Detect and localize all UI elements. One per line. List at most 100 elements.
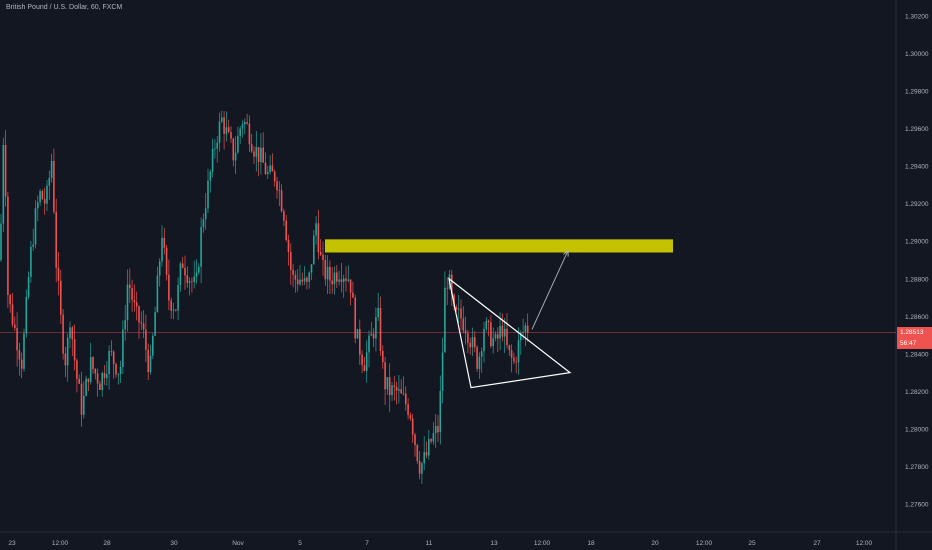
candle-body: [211, 148, 214, 172]
candle-body: [428, 439, 430, 456]
candle-body: [480, 351, 483, 357]
candle-body: [386, 377, 389, 390]
candle-body: [439, 390, 442, 433]
candle-body: [517, 340, 520, 363]
candle-body: [313, 235, 315, 265]
candle-body: [83, 395, 85, 415]
candle-body: [232, 138, 235, 161]
candle-body: [186, 275, 189, 284]
candle-body: [336, 272, 338, 282]
candle-body: [418, 461, 421, 474]
candle-body: [464, 330, 467, 334]
candle-body: [269, 165, 271, 173]
candle-body: [80, 383, 83, 415]
candle-body: [110, 351, 113, 352]
candle-body: [407, 404, 409, 416]
candle-body: [356, 329, 359, 339]
candle-body: [85, 378, 87, 396]
candle-body: [250, 144, 253, 152]
candle-body: [64, 353, 67, 366]
candle-body: [244, 122, 246, 125]
candle-body: [423, 452, 425, 464]
candle-body: [246, 122, 248, 124]
candle-body: [260, 147, 262, 163]
candle-body: [230, 131, 232, 139]
candle-body: [462, 318, 465, 331]
candle-body: [101, 373, 103, 390]
candle-body: [158, 261, 161, 276]
y-tick-label: 1.28400: [905, 351, 929, 358]
candle-body: [60, 280, 62, 315]
candle-body: [124, 320, 126, 330]
candle-body: [223, 117, 225, 134]
candle-body: [285, 220, 287, 240]
candle-body: [382, 350, 384, 363]
x-tick-label: 12:00: [534, 540, 551, 547]
candle-body: [129, 284, 131, 289]
candle-body: [133, 299, 136, 303]
candle-body: [257, 147, 260, 163]
candle-body: [71, 327, 74, 340]
y-tick-label: 1.29200: [905, 201, 929, 208]
candle-body: [89, 357, 92, 383]
candle-body: [471, 336, 474, 348]
candle-body: [112, 351, 115, 364]
y-tick-label: 1.28600: [905, 314, 929, 321]
candle-body: [315, 223, 317, 236]
candle-body: [200, 227, 202, 267]
candle-body: [172, 309, 175, 311]
candle-body: [508, 345, 511, 351]
candle-body: [324, 260, 327, 280]
x-tick-label: 11: [426, 540, 433, 547]
candle-body: [280, 190, 283, 212]
candle-body: [308, 272, 310, 282]
candle-body: [131, 288, 133, 300]
candle-body: [119, 366, 122, 374]
x-tick-label: 30: [170, 540, 178, 547]
candle-body: [241, 124, 244, 129]
candle-body: [510, 350, 513, 358]
candle-body: [492, 338, 494, 347]
projection-arrow: [531, 250, 569, 330]
candle-body: [156, 275, 159, 313]
candle-body: [195, 272, 198, 277]
candle-body: [372, 333, 375, 339]
candle-body: [478, 356, 481, 369]
x-tick-label: 12:00: [696, 540, 713, 547]
candle-body: [227, 127, 230, 132]
candle-body: [73, 339, 76, 361]
candle-body: [409, 415, 412, 419]
candle-body: [142, 323, 145, 330]
candle-body: [361, 354, 363, 366]
candle-body: [37, 202, 39, 209]
candle-body: [513, 357, 515, 362]
candle-body: [163, 237, 166, 248]
candle-body: [184, 267, 186, 276]
candle-body: [2, 144, 5, 224]
candle-body: [193, 276, 195, 282]
candle-body: [299, 279, 301, 285]
candle-body: [421, 463, 423, 474]
resistance-zone: [325, 239, 673, 253]
candle-body: [425, 452, 428, 456]
candle-body: [400, 389, 402, 394]
x-tick-label: 28: [103, 540, 111, 547]
candle-body: [405, 393, 407, 405]
candle-body: [483, 328, 485, 352]
candle-body: [221, 117, 223, 122]
candle-body: [161, 237, 163, 262]
x-tick-label: 12:00: [52, 540, 69, 547]
candle-body: [271, 165, 274, 172]
candle-body: [345, 278, 347, 281]
candle-body: [460, 308, 462, 319]
candle-body: [457, 308, 460, 310]
candle-body: [319, 252, 322, 255]
candle-body: [441, 352, 444, 391]
candle-body: [485, 320, 488, 329]
candle-body: [181, 263, 184, 268]
candle-body: [14, 324, 16, 329]
candle-body: [414, 434, 416, 446]
candle-body: [168, 274, 170, 301]
candle-body: [106, 373, 108, 379]
